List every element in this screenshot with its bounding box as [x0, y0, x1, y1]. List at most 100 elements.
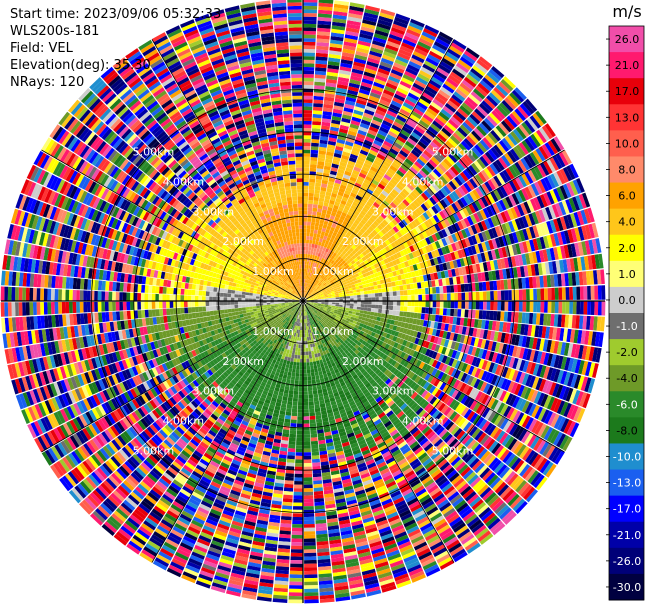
velocity-gate — [343, 41, 357, 48]
velocity-gate — [317, 204, 323, 210]
velocity-gate — [319, 139, 328, 145]
velocity-gate — [311, 277, 315, 282]
velocity-gate — [308, 185, 315, 190]
velocity-gate — [307, 257, 310, 262]
velocity-gate — [388, 286, 393, 292]
velocity-gate — [303, 9, 317, 14]
velocity-gate — [333, 204, 339, 210]
velocity-gate — [486, 301, 491, 310]
velocity-gate — [363, 310, 368, 315]
velocity-gate — [319, 190, 326, 195]
velocity-gate — [367, 57, 380, 65]
velocity-gate — [303, 445, 311, 449]
velocity-gate — [454, 301, 458, 309]
velocity-gate — [308, 200, 314, 204]
velocity-gate — [497, 301, 502, 311]
velocity-gate — [314, 255, 318, 260]
velocity-gate — [308, 354, 313, 359]
velocity-gate — [372, 36, 387, 44]
velocity-gate — [307, 387, 313, 392]
velocity-gate — [317, 260, 321, 265]
velocity-gate — [333, 11, 348, 17]
velocity-gate — [450, 293, 455, 301]
velocity-gate — [304, 585, 319, 589]
velocity-gate — [362, 142, 372, 150]
velocity-gate — [343, 147, 352, 154]
velocity-gate — [395, 310, 400, 316]
velocity-gate — [330, 226, 335, 232]
velocity-gate — [335, 302, 340, 305]
velocity-gate — [406, 284, 411, 290]
velocity-gate — [306, 362, 310, 366]
velocity-gate — [341, 55, 354, 62]
velocity-gate — [359, 149, 369, 156]
velocity-gate — [303, 380, 308, 385]
velocity-gate — [540, 288, 545, 300]
velocity-gate — [374, 293, 379, 297]
velocity-gate — [303, 463, 312, 467]
velocity-gate — [432, 287, 437, 294]
velocity-gate — [479, 301, 484, 310]
velocity-gate — [435, 308, 440, 315]
velocity-gate — [303, 95, 313, 100]
velocity-gate — [324, 96, 335, 102]
velocity-gate — [407, 306, 412, 312]
velocity-gate — [312, 269, 315, 274]
velocity-gate — [335, 94, 346, 100]
velocity-gate — [336, 194, 343, 200]
velocity-gate — [303, 48, 316, 53]
velocity-gate — [332, 159, 340, 165]
velocity-gate — [326, 210, 332, 215]
velocity-gate — [305, 253, 308, 258]
velocity-gate — [304, 581, 318, 586]
velocity-gate — [378, 288, 382, 293]
velocity-gate — [309, 408, 315, 413]
velocity-gate — [554, 301, 559, 314]
velocity-gate — [350, 72, 363, 79]
velocity-gate — [347, 89, 359, 96]
velocity-gate — [317, 16, 332, 22]
velocity-gates — [0, 0, 606, 604]
velocity-gate — [377, 19, 392, 27]
velocity-gate — [306, 355, 310, 359]
velocity-gate — [508, 301, 512, 312]
velocity-gate — [303, 405, 309, 410]
velocity-gate — [322, 114, 332, 120]
velocity-gate — [432, 294, 437, 301]
velocity-gate — [305, 272, 308, 276]
velocity-gate — [307, 272, 309, 276]
velocity-gate — [367, 290, 372, 294]
velocity-gate — [334, 179, 342, 185]
velocity-gate — [344, 170, 352, 177]
velocity-gate — [303, 135, 311, 139]
velocity-gate — [306, 239, 310, 244]
velocity-gate — [314, 263, 318, 267]
velocity-gate — [365, 105, 376, 113]
velocity-gate — [323, 100, 334, 106]
velocity-gate — [350, 173, 359, 179]
velocity-gate — [342, 114, 352, 120]
velocity-gate — [368, 126, 379, 133]
velocity-gate — [315, 179, 322, 184]
velocity-gate — [348, 179, 356, 186]
velocity-gate — [303, 196, 308, 200]
velocity-gate — [496, 311, 501, 321]
velocity-gate — [313, 106, 323, 111]
velocity-gate — [312, 458, 320, 463]
ppi-velocity-plot: 1.00km2.00km3.00km4.00km5.00km1.00km2.00… — [0, 0, 606, 604]
velocity-gate — [389, 30, 404, 39]
velocity-gate — [313, 266, 316, 271]
velocity-gate — [303, 52, 315, 57]
velocity-gate — [341, 52, 355, 58]
velocity-gate — [314, 70, 327, 76]
velocity-gate — [303, 235, 307, 240]
velocity-gate — [342, 110, 353, 117]
velocity-gate — [565, 287, 570, 300]
velocity-gate — [504, 290, 509, 301]
velocity-gate — [402, 38, 417, 48]
velocity-gate — [369, 50, 383, 58]
velocity-gate — [374, 78, 386, 86]
velocity-gate — [313, 476, 322, 481]
velocity-gate — [303, 409, 309, 413]
velocity-gate — [344, 103, 355, 110]
